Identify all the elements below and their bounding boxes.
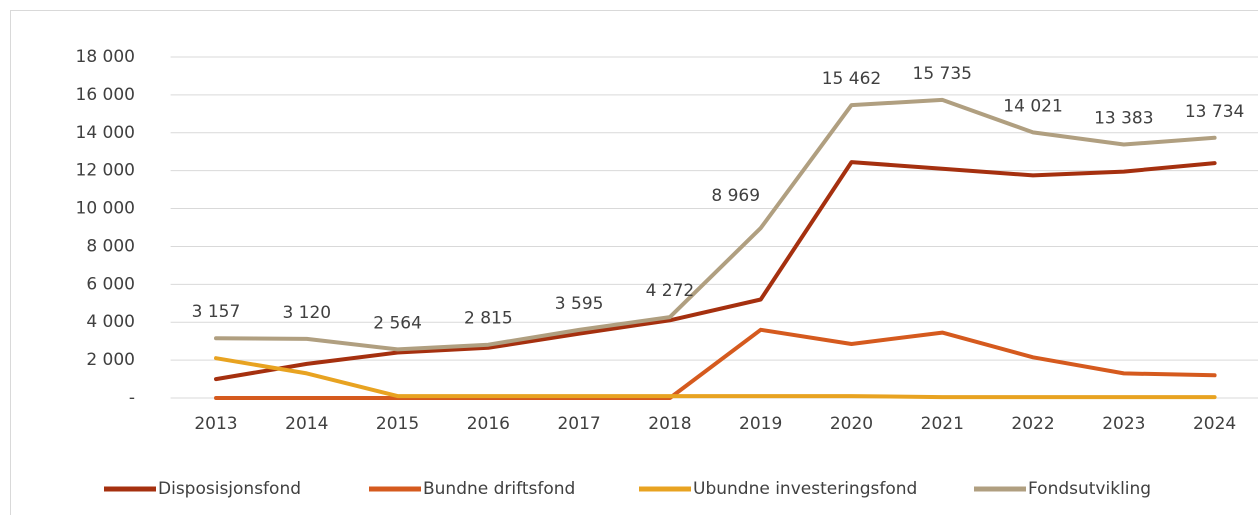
- y-tick-label: 4 000: [86, 312, 135, 332]
- legend-label: Fondsutvikling: [1028, 479, 1151, 499]
- data-label: 15 462: [822, 69, 881, 89]
- data-label: 3 120: [282, 303, 331, 323]
- y-tick-label: 8 000: [86, 236, 135, 256]
- series-line: [214, 327, 1217, 400]
- y-tick-label: 16 000: [76, 85, 135, 105]
- x-tick-label: 2021: [921, 414, 964, 434]
- x-tick-label: 2023: [1102, 414, 1145, 434]
- y-tick-label: 14 000: [76, 123, 135, 143]
- data-label: 2 815: [464, 309, 513, 329]
- data-label: 3 157: [192, 302, 241, 322]
- x-tick-label: 2014: [285, 414, 328, 434]
- y-tick-label: 2 000: [86, 350, 135, 370]
- x-tick-label: 2013: [194, 414, 237, 434]
- legend-label: Disposisjonsfond: [158, 479, 301, 499]
- y-tick-label: -: [129, 388, 135, 408]
- data-label: 13 383: [1094, 108, 1153, 128]
- data-label: 14 021: [1003, 96, 1062, 116]
- legend-label: Bundne driftsfond: [423, 479, 575, 499]
- data-label: 13 734: [1185, 102, 1244, 122]
- y-tick-label: 12 000: [76, 161, 135, 181]
- x-tick-label: 2015: [376, 414, 419, 434]
- data-label: 3 595: [555, 294, 604, 314]
- x-tick-label: 2020: [830, 414, 873, 434]
- x-tick-label: 2022: [1011, 414, 1054, 434]
- series-line: [214, 160, 1217, 382]
- x-tick-label: 2024: [1193, 414, 1236, 434]
- series-line: [214, 97, 1217, 352]
- y-tick-label: 18 000: [76, 47, 135, 67]
- series-line: [214, 356, 1217, 400]
- x-tick-label: 2016: [467, 414, 510, 434]
- chart-frame: [10, 10, 1258, 515]
- data-label: 8 969: [711, 186, 760, 206]
- x-tick-label: 2018: [648, 414, 691, 434]
- data-label: 4 272: [646, 281, 695, 301]
- legend-label: Ubundne investeringsfond: [693, 479, 917, 499]
- x-tick-label: 2019: [739, 414, 782, 434]
- data-label: 2 564: [373, 313, 422, 333]
- y-tick-label: 6 000: [86, 274, 135, 294]
- x-tick-label: 2017: [557, 414, 600, 434]
- y-tick-label: 10 000: [76, 199, 135, 219]
- data-label: 15 735: [913, 64, 972, 84]
